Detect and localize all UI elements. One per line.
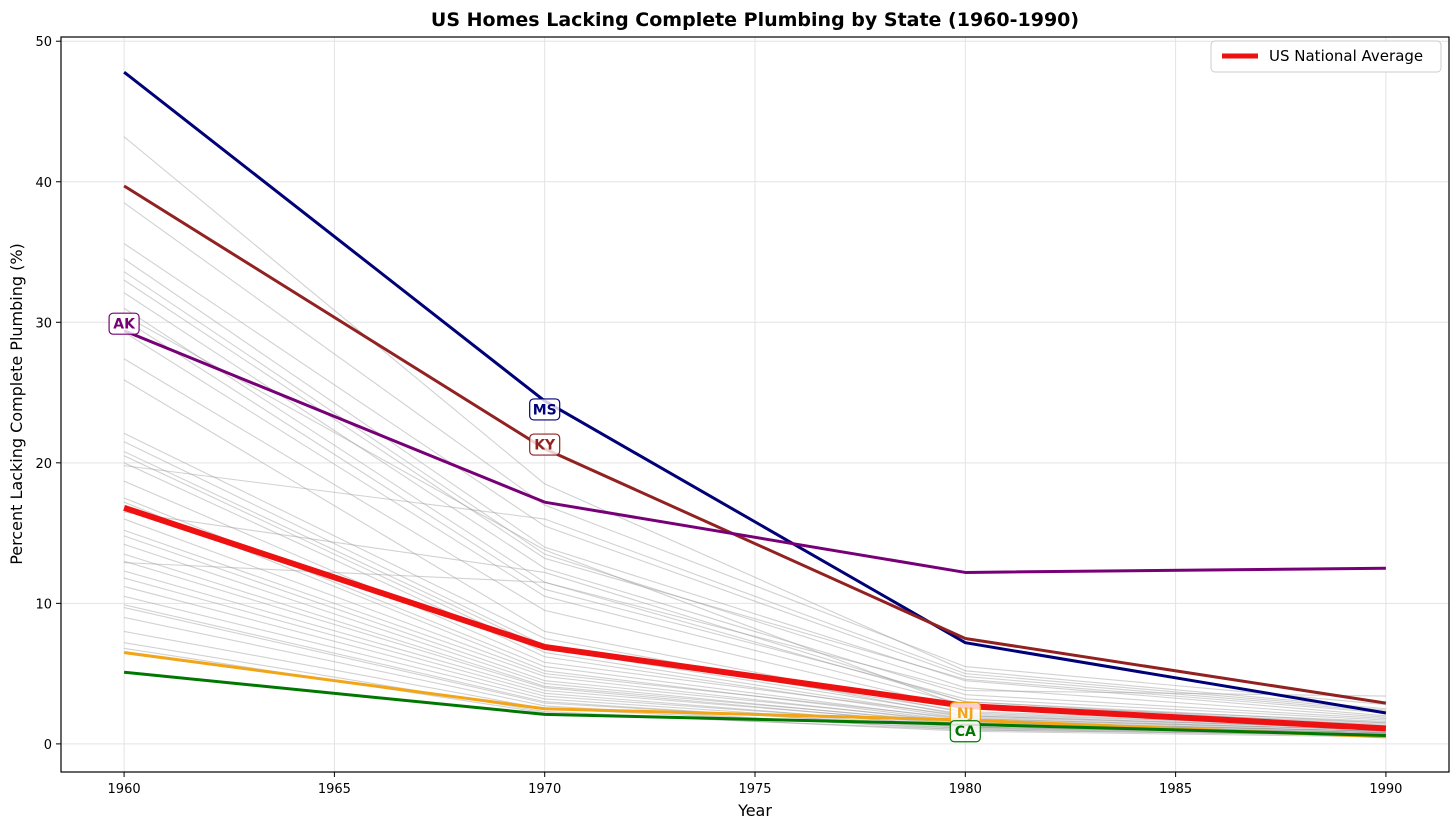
y-axis-label: Percent Lacking Complete Plumbing (%) xyxy=(7,243,26,565)
state-line-background xyxy=(123,271,1386,718)
y-axis-ticks: 0 10 20 30 40 50 xyxy=(35,35,61,753)
x-tick-label: 1975 xyxy=(738,782,771,797)
state-line-background xyxy=(124,465,1386,711)
y-tick-label: 30 xyxy=(35,316,52,331)
x-tick-label: 1965 xyxy=(318,782,351,797)
state-label-ms: MS xyxy=(533,402,557,418)
state-line-background xyxy=(123,480,1386,729)
x-tick-label: 1980 xyxy=(949,782,982,797)
state-line-ca xyxy=(123,670,1386,737)
state-label-nj: NJ xyxy=(957,706,974,722)
legend-label: US National Average xyxy=(1269,47,1423,65)
state-label-box-ca xyxy=(949,720,981,743)
legend: US National Average xyxy=(1210,40,1442,73)
state-label-ak: AK xyxy=(113,317,136,333)
state-label-box-ak xyxy=(108,312,140,335)
state-line-background xyxy=(123,136,1386,710)
x-tick-label: 1990 xyxy=(1369,782,1402,797)
y-tick-label: 50 xyxy=(35,35,52,50)
state-line-ky xyxy=(123,184,1387,705)
x-axis-label: Year xyxy=(737,801,772,820)
state-line-background xyxy=(123,319,1386,721)
state-line-background xyxy=(123,462,1386,731)
state-line-ak xyxy=(123,329,1386,574)
state-line-background xyxy=(123,501,1386,732)
state-line-background xyxy=(123,307,1386,724)
state-line-background xyxy=(123,455,1386,729)
state-line-ms xyxy=(123,70,1387,715)
state-label-box-ms xyxy=(529,398,561,421)
state-line-background xyxy=(124,511,1386,727)
y-tick-label: 20 xyxy=(35,457,52,472)
x-tick-label: 1970 xyxy=(528,782,561,797)
highlighted-state-lines xyxy=(123,70,1387,739)
state-line-background xyxy=(123,497,1386,731)
state-line-background xyxy=(123,331,1386,722)
x-axis-ticks: 1960 1965 1970 1975 1980 1985 1990 xyxy=(108,772,1402,797)
state-line-background xyxy=(124,562,1386,697)
state-labels: MS KY AK NJ CA xyxy=(108,312,981,743)
national-average-series xyxy=(123,504,1387,732)
state-line-background xyxy=(123,202,1386,706)
state-line-background xyxy=(123,243,1386,713)
legend-box xyxy=(1210,40,1442,73)
state-line-background xyxy=(123,451,1386,728)
y-tick-label: 0 xyxy=(44,738,52,753)
national-average-line xyxy=(123,504,1387,732)
state-line-background xyxy=(123,258,1386,717)
state-line-background xyxy=(124,642,1386,738)
state-line-background xyxy=(123,518,1386,731)
state-line-background xyxy=(123,292,1386,720)
y-tick-label: 10 xyxy=(35,597,52,612)
x-tick-label: 1985 xyxy=(1159,782,1192,797)
chart-title: US Homes Lacking Complete Plumbing by St… xyxy=(431,9,1079,31)
state-label-ca: CA xyxy=(955,724,976,740)
state-label-box-ky xyxy=(529,433,561,456)
state-line-background xyxy=(123,279,1386,714)
y-tick-label: 40 xyxy=(35,176,52,191)
grid xyxy=(61,37,1449,772)
state-line-background xyxy=(123,535,1386,732)
x-tick-label: 1960 xyxy=(108,782,141,797)
state-label-ky: KY xyxy=(534,438,556,454)
